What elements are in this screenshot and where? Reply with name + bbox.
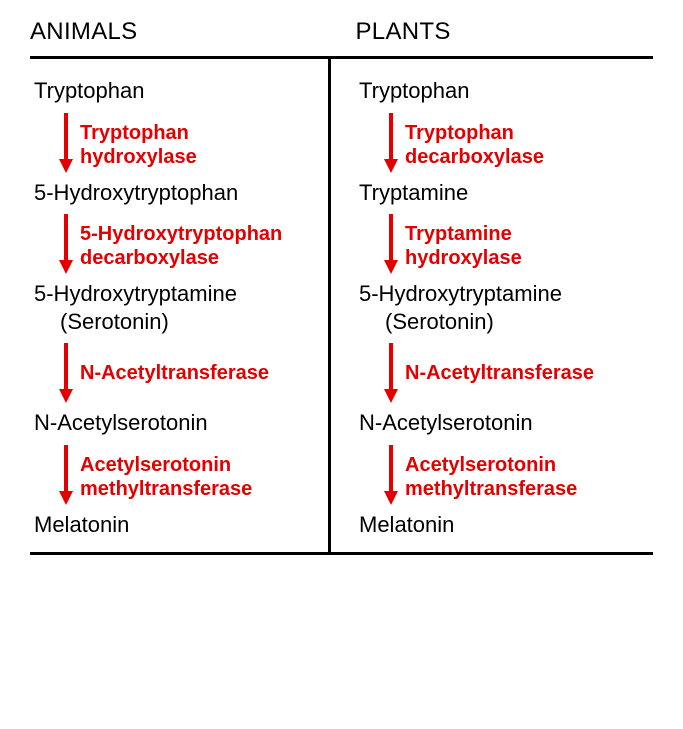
compound-sub: (Serotonin) [34,308,324,336]
enzyme-label: Tryptamine hydroxylase [399,212,522,270]
compound: N-Acetylserotonin [359,409,649,437]
enzyme-line: decarboxylase [405,145,544,169]
enzyme-line: methyltransferase [405,477,577,501]
enzyme-line: N-Acetyltransferase [405,361,594,385]
pathway-step: Tryptamine hydroxylase [359,206,649,280]
column-animals: Tryptophan Tryptophan hydroxylase 5-Hydr… [30,59,331,552]
arrow-down-icon [383,341,399,403]
arrow-down-icon [383,443,399,505]
compound: 5-Hydroxytryptophan [34,179,324,207]
compound: Tryptamine [359,179,649,207]
arrow-down-icon [58,443,74,505]
enzyme-label: Tryptophan hydroxylase [74,111,197,169]
arrow-down-icon [58,341,74,403]
pathway-step: N-Acetyltransferase [359,335,649,409]
enzyme-line: hydroxylase [405,246,522,270]
compound: N-Acetylserotonin [34,409,324,437]
enzyme-label: N-Acetyltransferase [74,341,269,385]
pathway-step: Acetylserotonin methyltransferase [34,437,324,511]
enzyme-line: Tryptophan [405,121,544,145]
enzyme-label: Acetylserotonin methyltransferase [74,443,252,501]
pathway-body: Tryptophan Tryptophan hydroxylase 5-Hydr… [30,59,653,555]
enzyme-line: Acetylserotonin [405,453,577,477]
compound-main: 5-Hydroxytryptamine [359,281,562,306]
pathway-step: N-Acetyltransferase [34,335,324,409]
column-headers: ANIMALS PLANTS [30,18,653,52]
column-plants: Tryptophan Tryptophan decarboxylase Tryp… [331,59,653,552]
pathway-step: Tryptophan hydroxylase [34,105,324,179]
compound: Melatonin [34,511,324,539]
enzyme-line: Tryptamine [405,222,522,246]
enzyme-line: N-Acetyltransferase [80,361,269,385]
enzyme-line: Tryptophan [80,121,197,145]
enzyme-line: methyltransferase [80,477,252,501]
pathway-step: 5-Hydroxytryptophan decarboxylase [34,206,324,280]
enzyme-label: Tryptophan decarboxylase [399,111,544,169]
enzyme-line: decarboxylase [80,246,282,270]
arrow-down-icon [58,212,74,274]
pathway-step: Acetylserotonin methyltransferase [359,437,649,511]
enzyme-label: 5-Hydroxytryptophan decarboxylase [74,212,282,270]
compound: 5-Hydroxytryptamine (Serotonin) [359,280,649,335]
compound-sub: (Serotonin) [359,308,649,336]
enzyme-line: hydroxylase [80,145,197,169]
enzyme-label: Acetylserotonin methyltransferase [399,443,577,501]
compound: 5-Hydroxytryptamine (Serotonin) [34,280,324,335]
compound: Tryptophan [359,77,649,105]
pathway-diagram: ANIMALS PLANTS Tryptophan Tryptophan hyd… [0,0,683,729]
pathway-step: Tryptophan decarboxylase [359,105,649,179]
arrow-down-icon [58,111,74,173]
compound-main: 5-Hydroxytryptamine [34,281,237,306]
enzyme-line: Acetylserotonin [80,453,252,477]
header-plants: PLANTS [328,18,654,52]
header-animals: ANIMALS [30,18,328,52]
enzyme-label: N-Acetyltransferase [399,341,594,385]
arrow-down-icon [383,212,399,274]
compound: Tryptophan [34,77,324,105]
compound: Melatonin [359,511,649,539]
enzyme-line: 5-Hydroxytryptophan [80,222,282,246]
arrow-down-icon [383,111,399,173]
